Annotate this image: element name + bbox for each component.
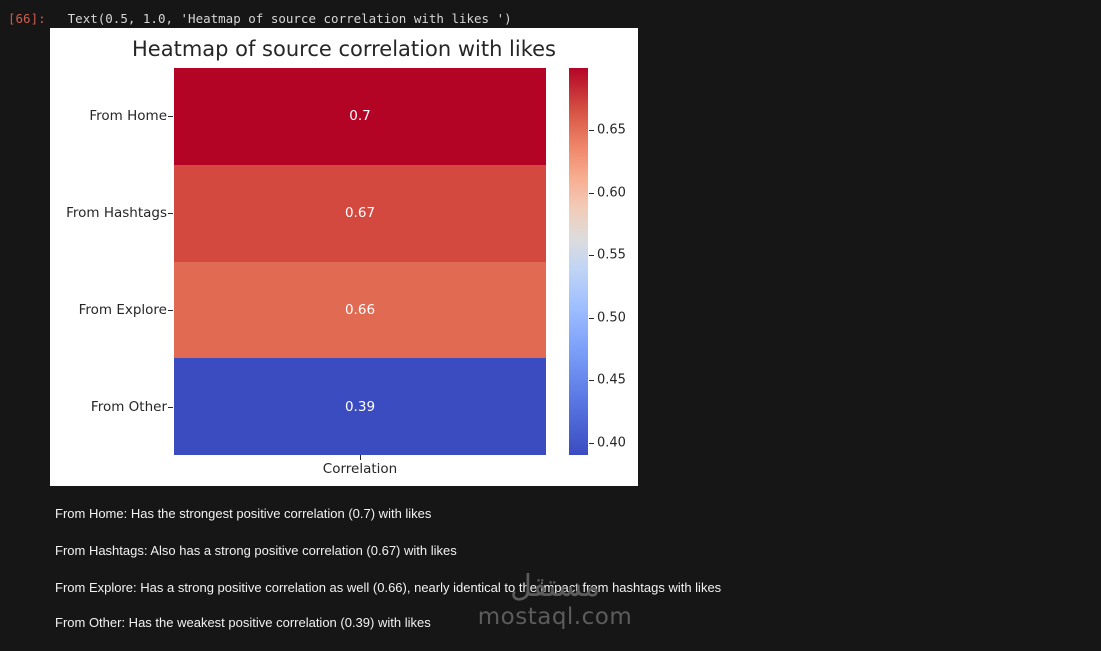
note-line: From Hashtags: Also has a strong positiv…: [55, 543, 457, 558]
output-text: Text(0.5, 1.0, 'Heatmap of source correl…: [67, 10, 512, 26]
colorbar-tick-label: 0.50: [597, 310, 626, 326]
colorbar-tick: [589, 380, 594, 382]
heatmap-plot-area: 0.7 0.67 0.66 0.39: [174, 68, 546, 455]
heatmap-cell-value: 0.66: [344, 301, 376, 318]
y-axis-labels: From Home From Hashtags From Explore From O…: [50, 68, 167, 455]
y-axis-tick: [168, 406, 173, 408]
heatmap-cell-value: 0.7: [349, 108, 371, 125]
note-line: From Other: Has the weakest positive cor…: [55, 615, 431, 630]
x-axis-tick: [360, 455, 361, 460]
heatmap-cell: 0.39: [174, 358, 546, 455]
note-line: From Explore: Has a strong positive corr…: [55, 580, 722, 595]
chart-title: Heatmap of source correlation with likes: [132, 37, 556, 61]
y-axis-tick: [168, 213, 173, 215]
y-axis-tick: [168, 309, 173, 311]
x-axis-label: Correlation: [322, 461, 398, 477]
heatmap-cell-value: 0.39: [344, 398, 376, 415]
notebook-output-line: [66]: Text(0.5, 1.0, 'Heatmap of source …: [0, 8, 512, 28]
colorbar-tick-label: 0.65: [597, 122, 626, 138]
colorbar-tick-label: 0.60: [597, 185, 626, 201]
y-axis-tick-label: From Hashtags: [66, 205, 167, 222]
heatmap-cell-value: 0.67: [344, 205, 376, 222]
colorbar-tick-label: 0.55: [597, 247, 626, 263]
note-line: From Home: Has the strongest positive co…: [55, 506, 432, 521]
heatmap-cell: 0.67: [174, 164, 546, 262]
heatmap-cell: 0.7: [174, 68, 546, 165]
y-axis-tick-label: From Explore: [78, 301, 167, 318]
y-axis-tick-label: From Home: [89, 108, 167, 125]
heatmap-cell: 0.66: [174, 261, 546, 359]
execution-count-label: [66]:: [8, 10, 46, 26]
y-axis-tick-label: From Other: [90, 398, 167, 415]
colorbar-tick-label: 0.40: [597, 435, 626, 451]
colorbar-gradient: [569, 68, 588, 455]
matplotlib-figure: Heatmap of source correlation with likes…: [50, 28, 638, 486]
colorbar-tick-label: 0.45: [597, 372, 626, 388]
y-axis-tick: [168, 116, 173, 118]
colorbar-tick: [589, 442, 594, 444]
watermark-latin: mostaql.com: [477, 604, 633, 630]
colorbar-tick: [589, 317, 594, 319]
colorbar-tick: [589, 255, 594, 257]
watermark: مستقل mostaql.com: [470, 570, 640, 631]
colorbar-tick: [589, 130, 594, 132]
colorbar-tick: [589, 192, 594, 194]
